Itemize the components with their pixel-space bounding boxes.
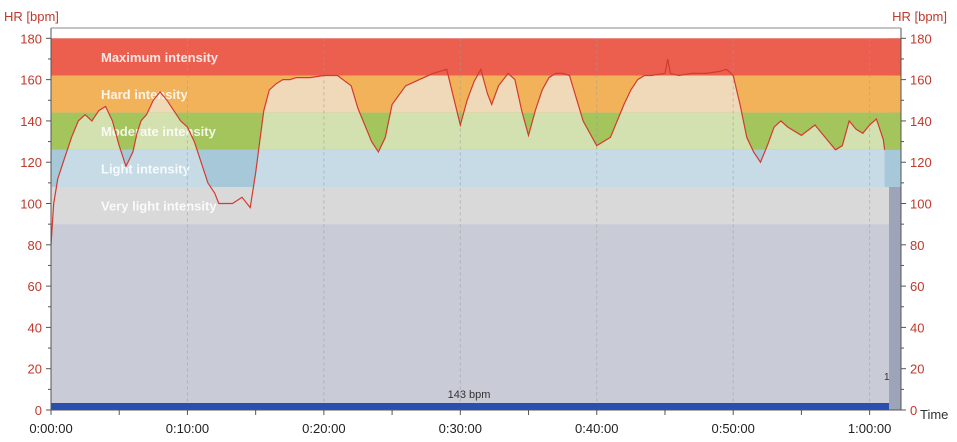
- x-tick-label-6: 1:00:00: [848, 421, 891, 436]
- axes: 0 0 20 20 40 40 60 60 80 80 100 100 120 120 140 140 160 1…: [20, 27, 932, 436]
- hr-series: [50, 58, 886, 245]
- y-tick-label-right-20: 20: [910, 362, 924, 377]
- zone-label-2: Hard intensity: [101, 87, 188, 102]
- y-tick-label-right-80: 80: [910, 238, 924, 253]
- y-tick-label-right-100: 100: [910, 197, 932, 212]
- y-tick-label-right-120: 120: [910, 155, 932, 170]
- average-bar: [51, 403, 889, 410]
- y-tick-label-right-180: 180: [910, 31, 932, 46]
- y-tick-label-left-140: 140: [20, 114, 42, 129]
- y-tick-label-left-160: 160: [20, 73, 42, 88]
- y-tick-label-right-40: 40: [910, 320, 924, 335]
- plot-top-margin: [51, 28, 901, 39]
- x-axis-title: Time: [920, 407, 948, 422]
- y-axis-title-right: HR [bpm]: [892, 9, 947, 24]
- zone-label-5: Very light intensity: [101, 199, 217, 214]
- x-tick-label-5: 0:50:00: [711, 421, 754, 436]
- y-tick-label-left-40: 40: [28, 320, 42, 335]
- x-tick-label-4: 0:40:00: [575, 421, 618, 436]
- hr-line: [50, 58, 886, 245]
- zone-label-3: Moderate intensity: [101, 124, 217, 139]
- y-tick-label-left-100: 100: [20, 197, 42, 212]
- x-tick-label-0: 0:00:00: [29, 421, 72, 436]
- x-tick-label-2: 0:20:00: [302, 421, 345, 436]
- zone-label-4: Light intensity: [101, 161, 191, 176]
- y-tick-label-left-120: 120: [20, 155, 42, 170]
- y-tick-label-right-60: 60: [910, 279, 924, 294]
- zone-fill-4: [51, 149, 885, 187]
- y-axis-title-left: HR [bpm]: [4, 9, 59, 24]
- y-tick-label-left-180: 180: [20, 31, 42, 46]
- zone-band-end-1: [889, 38, 901, 76]
- y-tick-label-right-140: 140: [910, 114, 932, 129]
- y-tick-label-right-0: 0: [910, 403, 917, 418]
- zone-fill-5: [51, 186, 885, 225]
- zone-band-1: [51, 38, 889, 76]
- average-label: 143 bpm: [448, 389, 491, 401]
- x-tick-label-1: 0:10:00: [166, 421, 209, 436]
- y-tick-label-left-60: 60: [28, 279, 42, 294]
- end-marker-label: 1: [884, 372, 890, 383]
- zone-band-end-3: [889, 112, 901, 150]
- y-tick-label-left-20: 20: [28, 362, 42, 377]
- zone-label-1: Maximum intensity: [101, 50, 219, 65]
- gridlines: [186, 38, 871, 410]
- y-tick-label-right-160: 160: [910, 73, 932, 88]
- zone-band-end-4: [889, 149, 901, 187]
- average-hr-bar: [51, 403, 889, 410]
- x-tick-label-3: 0:30:00: [439, 421, 482, 436]
- y-tick-label-left-0: 0: [35, 403, 42, 418]
- zone-band-end-2: [889, 75, 901, 113]
- y-tick-label-left-80: 80: [28, 238, 42, 253]
